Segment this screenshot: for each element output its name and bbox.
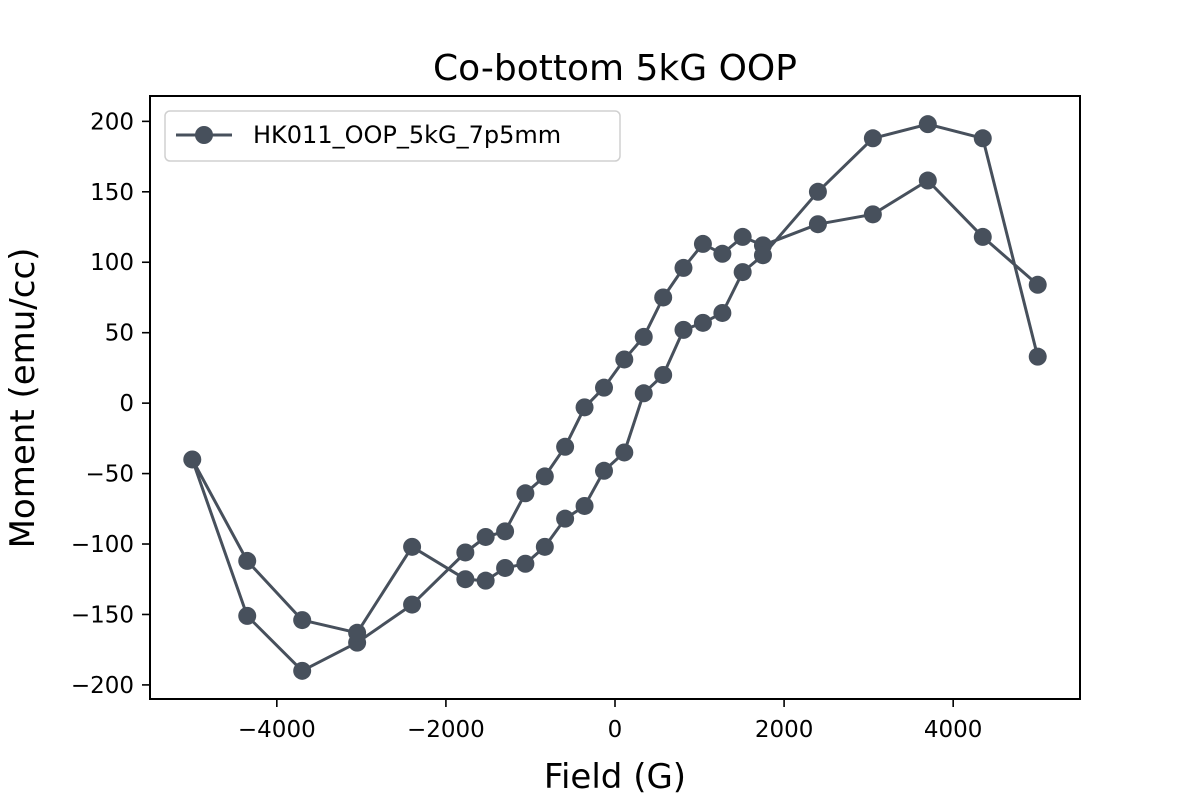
y-tick-label: 50: [105, 321, 134, 347]
data-point: [808, 182, 827, 201]
data-point: [634, 327, 653, 346]
data-point: [693, 313, 712, 332]
data-point: [918, 115, 937, 134]
data-point: [516, 554, 535, 573]
data-point: [238, 606, 257, 625]
data-point: [693, 234, 712, 253]
data-point: [973, 227, 992, 246]
data-point: [733, 263, 752, 282]
data-point: [496, 558, 515, 577]
data-point: [403, 537, 422, 556]
x-tick-label: 4000: [924, 717, 983, 743]
x-axis: −4000 −2000 0 2000 4000: [238, 699, 983, 743]
data-point: [595, 378, 614, 397]
data-point: [293, 611, 312, 630]
data-point: [476, 571, 495, 590]
data-point: [674, 320, 693, 339]
x-tick-label: 0: [608, 717, 623, 743]
data-point: [753, 246, 772, 265]
data-point: [808, 215, 827, 234]
data-point: [575, 398, 594, 417]
data-point: [476, 527, 495, 546]
series-layer: [183, 115, 1047, 680]
y-axis-label: Moment (emu/cc): [3, 248, 43, 549]
y-tick-label: −200: [71, 673, 134, 699]
y-tick-label: 100: [90, 250, 134, 276]
y-tick-label: 0: [119, 391, 134, 417]
data-point: [556, 509, 575, 528]
data-point: [535, 467, 554, 486]
y-tick-label: −150: [71, 602, 134, 628]
x-tick-label: −2000: [407, 717, 485, 743]
data-point: [615, 350, 634, 369]
data-point: [183, 450, 202, 469]
x-axis-label: Field (G): [544, 757, 686, 797]
data-point: [516, 484, 535, 503]
data-point: [496, 522, 515, 541]
data-point: [1028, 347, 1047, 366]
x-tick-label: 2000: [755, 717, 814, 743]
data-point: [654, 365, 673, 384]
data-point: [348, 623, 367, 642]
data-point: [456, 570, 475, 589]
legend: HK011_OOP_5kG_7p5mm: [164, 110, 621, 162]
chart-title: Co-bottom 5kG OOP: [433, 48, 797, 89]
data-point: [733, 227, 752, 246]
data-point: [556, 437, 575, 456]
y-tick-label: −50: [85, 462, 134, 488]
data-point: [595, 461, 614, 480]
y-axis: −200 −150 −100 −50 0 50 100 150 200: [71, 109, 150, 699]
data-point: [918, 171, 937, 190]
legend-label: HK011_OOP_5kG_7p5mm: [253, 121, 561, 149]
data-point: [863, 205, 882, 224]
data-point: [713, 303, 732, 322]
legend-point-marker: [195, 126, 213, 144]
y-tick-label: −100: [71, 532, 134, 558]
data-point: [615, 443, 634, 462]
data-point: [654, 288, 673, 307]
data-point: [403, 595, 422, 614]
data-point: [863, 129, 882, 148]
data-point: [713, 244, 732, 263]
data-point: [634, 384, 653, 403]
legend-box: [164, 110, 621, 162]
data-point: [293, 661, 312, 680]
x-tick-label: −4000: [238, 717, 316, 743]
data-point: [1028, 275, 1047, 294]
data-point: [575, 496, 594, 515]
data-point: [238, 551, 257, 570]
plot-area: [150, 96, 1080, 699]
data-point: [456, 543, 475, 562]
data-point: [973, 129, 992, 148]
data-point: [535, 537, 554, 556]
y-tick-label: 200: [90, 109, 134, 135]
data-point: [674, 258, 693, 277]
y-tick-label: 150: [90, 180, 134, 206]
